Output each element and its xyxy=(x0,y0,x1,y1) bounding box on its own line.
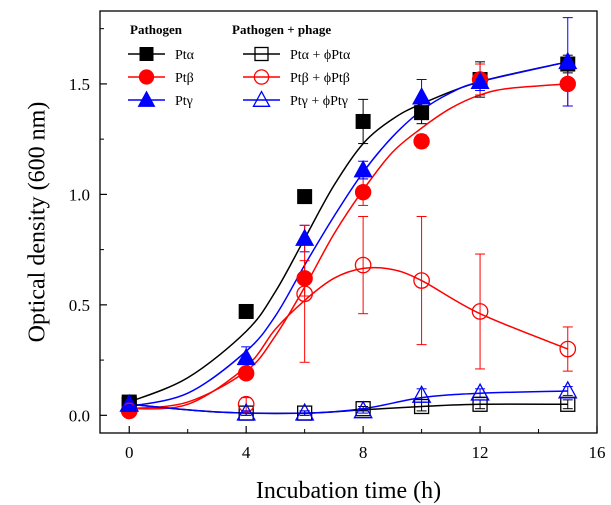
x-tick-label: 8 xyxy=(359,443,368,462)
series-curve xyxy=(128,61,568,403)
legend-header-pathogen-phage: Pathogen + phage xyxy=(232,22,331,37)
legend-entry: Ptγ + ϕPtγ xyxy=(243,90,348,109)
x-tick-label: 4 xyxy=(242,443,251,462)
legend-entry: Ptα xyxy=(128,47,195,63)
legend-marker xyxy=(253,69,270,85)
data-markers xyxy=(119,51,578,421)
legend-marker xyxy=(252,90,271,107)
data-point xyxy=(353,159,373,178)
data-point xyxy=(296,285,313,303)
data-point xyxy=(119,393,140,412)
plot-frame xyxy=(99,10,598,434)
y-tick-label: 0.0 xyxy=(69,406,90,425)
legend-marker xyxy=(139,47,154,61)
data-point xyxy=(559,75,576,93)
data-point xyxy=(413,398,430,415)
legend-label: Ptγ + ϕPtγ xyxy=(290,94,348,109)
legend-label: Ptβ + ϕPtβ xyxy=(290,71,350,86)
x-tick-labels: 0 4 8 12 16 xyxy=(125,443,606,462)
series-curve xyxy=(129,61,568,408)
legend-header-pathogen: Pathogen xyxy=(130,22,183,37)
series-curve xyxy=(129,266,569,410)
data-point xyxy=(412,87,432,105)
legend-marker xyxy=(138,69,155,85)
y-tick-label: 1.5 xyxy=(69,75,90,94)
y-axis-title: Optical density (600 nm) xyxy=(24,102,50,343)
x-tick-label: 16 xyxy=(589,443,606,462)
legend-label: Ptγ xyxy=(175,94,193,109)
legend: Pathogen Pathogen + phage Ptα Ptβ Ptγ Ptα +… xyxy=(128,22,351,109)
x-axis-title: Incubation time (h) xyxy=(256,478,441,504)
data-point xyxy=(411,385,432,403)
data-point xyxy=(354,256,372,274)
series-curve xyxy=(129,403,568,415)
x-tick-label: 12 xyxy=(472,443,489,462)
series-curve xyxy=(129,390,568,415)
data-point xyxy=(471,303,489,320)
y-tick-label: 0.5 xyxy=(69,296,90,315)
data-point xyxy=(559,340,577,358)
data-point xyxy=(557,380,578,399)
data-point xyxy=(297,189,313,205)
legend-entry: Ptγ xyxy=(128,90,193,109)
y-tick-label: 1.0 xyxy=(69,185,90,204)
data-point xyxy=(238,303,254,319)
axis-ticks xyxy=(100,28,598,433)
data-point xyxy=(470,382,490,401)
data-point xyxy=(236,347,256,366)
y-tick-labels: 0.0 0.5 1.0 1.5 xyxy=(69,75,90,425)
data-point xyxy=(354,183,372,201)
legend-entry: Ptα + ϕPtα xyxy=(243,46,351,63)
data-point xyxy=(237,365,255,382)
data-point xyxy=(470,71,490,90)
x-tick-label: 0 xyxy=(125,443,134,462)
legend-label: Ptα xyxy=(175,48,195,63)
data-point xyxy=(236,402,256,421)
data-point xyxy=(558,51,578,70)
data-point xyxy=(413,133,430,150)
legend-label: Ptβ xyxy=(175,71,194,86)
data-point xyxy=(355,113,371,129)
legend-entry: Ptβ xyxy=(128,69,194,86)
legend-label: Ptα + ϕPtα xyxy=(290,48,351,63)
data-point xyxy=(413,272,430,289)
data-point xyxy=(296,270,313,287)
data-point xyxy=(414,105,430,121)
legend-marker xyxy=(254,46,269,62)
legend-marker xyxy=(137,90,156,107)
data-point xyxy=(472,396,488,412)
legend-entry: Ptβ + ϕPtβ xyxy=(243,69,350,86)
fitted-curves xyxy=(128,61,569,415)
data-point xyxy=(294,402,315,421)
data-point xyxy=(295,228,315,246)
data-point xyxy=(237,395,255,413)
data-point xyxy=(353,400,373,419)
series-curve xyxy=(129,83,568,410)
